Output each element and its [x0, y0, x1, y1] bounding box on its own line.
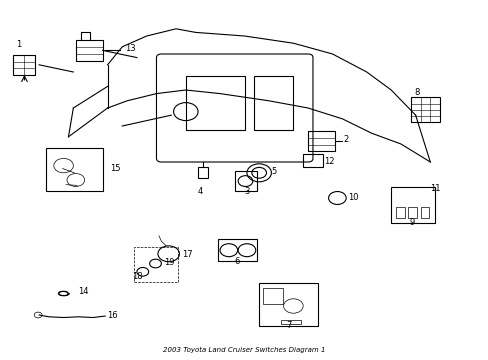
Text: 16: 16	[106, 311, 117, 320]
Text: 19: 19	[163, 258, 174, 267]
Bar	[259, 283, 317, 326]
Bar	[198, 167, 207, 178]
Text: 2003 Toyota Land Cruiser Switches Diagram 1: 2003 Toyota Land Cruiser Switches Diagra…	[163, 347, 325, 353]
Bar	[410, 97, 439, 122]
Bar	[234, 171, 256, 191]
Bar	[217, 239, 256, 261]
Text: 1: 1	[16, 40, 21, 49]
Bar	[76, 40, 102, 61]
Bar	[185, 76, 244, 130]
Bar	[395, 207, 404, 218]
Bar	[263, 288, 282, 304]
Text: 4: 4	[198, 188, 203, 197]
Bar	[14, 55, 36, 75]
Text: 17: 17	[182, 250, 192, 259]
Text: 15: 15	[110, 164, 120, 173]
Text: 6: 6	[234, 257, 239, 266]
Bar	[390, 187, 434, 223]
Text: 13: 13	[124, 44, 135, 53]
Bar	[281, 320, 300, 324]
Text: 7: 7	[285, 321, 290, 330]
Text: 3: 3	[244, 188, 249, 197]
Bar	[407, 207, 416, 218]
Text: 5: 5	[271, 167, 276, 176]
Text: 18: 18	[131, 272, 142, 281]
Bar	[307, 131, 334, 151]
Text: 12: 12	[324, 157, 334, 166]
Bar	[254, 76, 293, 130]
Text: 2: 2	[343, 135, 348, 144]
Bar	[46, 148, 102, 191]
Text: 8: 8	[414, 89, 419, 98]
Bar	[134, 247, 178, 282]
Bar	[420, 207, 428, 218]
Bar	[303, 154, 322, 167]
Text: 9: 9	[408, 218, 413, 227]
Text: 10: 10	[347, 193, 358, 202]
Text: 11: 11	[429, 184, 440, 193]
Text: 14: 14	[78, 287, 88, 296]
